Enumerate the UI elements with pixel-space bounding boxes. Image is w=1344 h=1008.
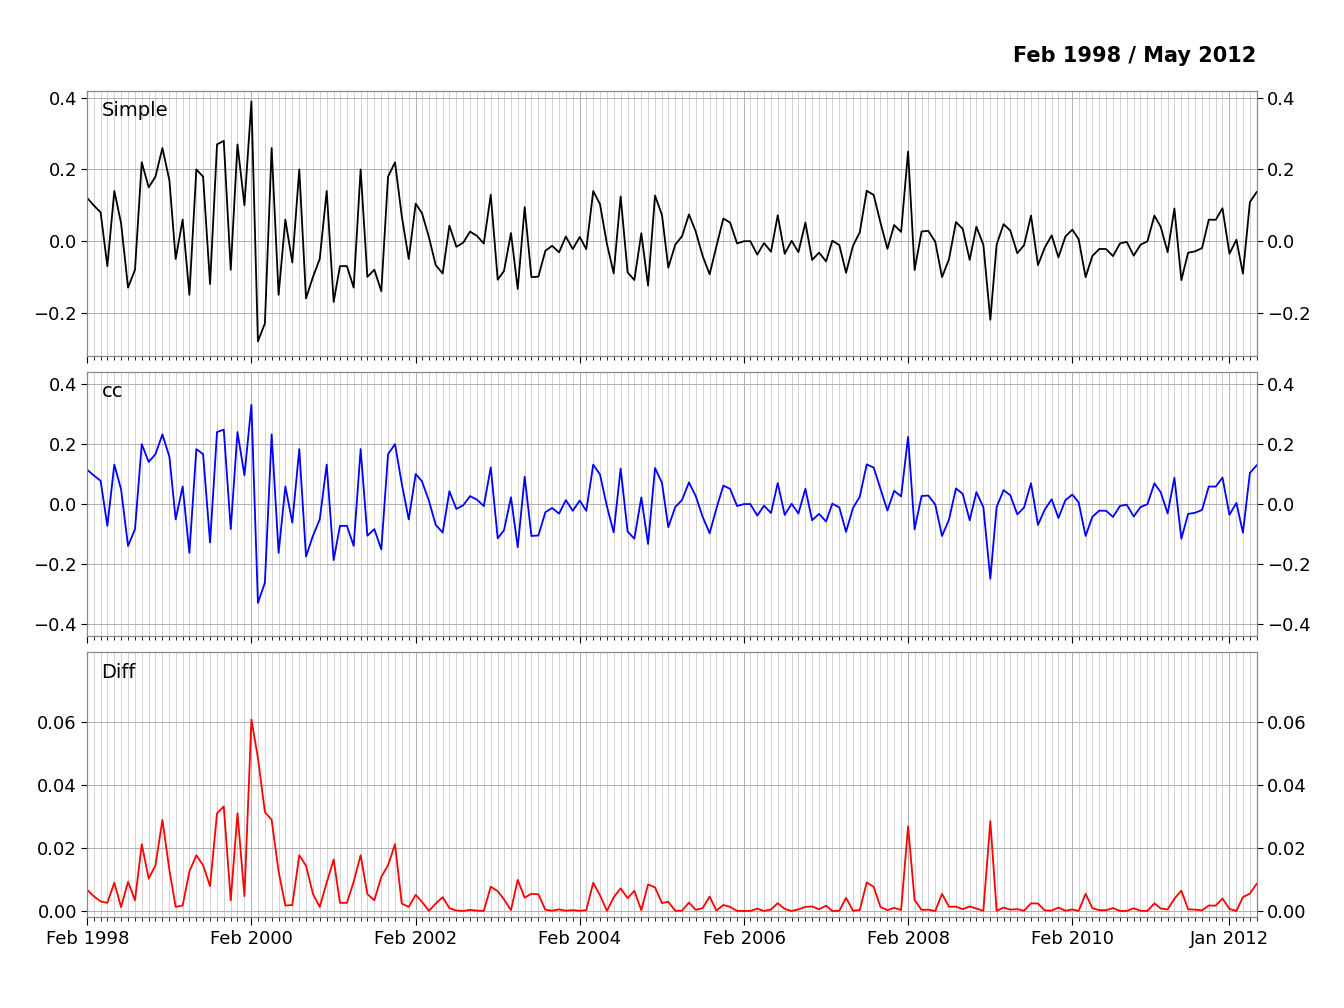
Text: cc: cc	[101, 382, 122, 401]
Text: Simple: Simple	[101, 102, 168, 120]
Text: Feb 1998 / May 2012: Feb 1998 / May 2012	[1013, 45, 1257, 66]
Text: Diff: Diff	[101, 663, 136, 682]
